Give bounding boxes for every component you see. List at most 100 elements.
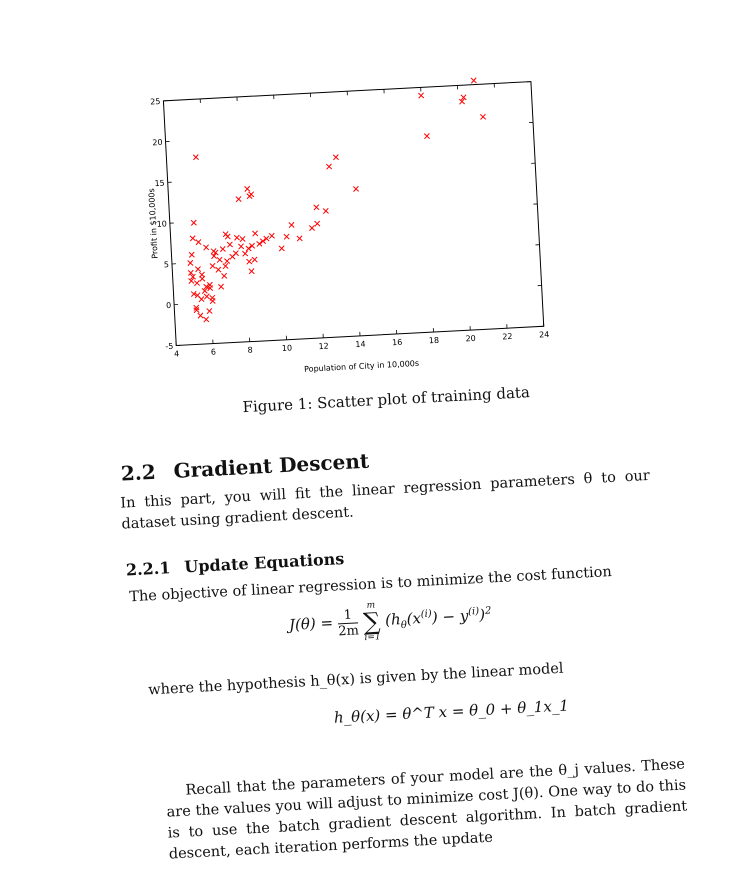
y-tick-label: 15 [154, 179, 165, 189]
data-point [229, 253, 236, 260]
x-tick-label: 12 [318, 342, 329, 352]
data-point [423, 133, 430, 140]
data-point [216, 256, 223, 263]
data-point [245, 245, 252, 252]
sum-lower-limit: i=1 [364, 632, 381, 644]
data-point [193, 304, 200, 311]
data-point [278, 245, 285, 252]
x-tick-label: 8 [247, 346, 253, 355]
cost-fraction: 1 2m [337, 606, 360, 639]
y-tick-label: 0 [166, 301, 172, 310]
data-point [222, 262, 229, 270]
data-point [352, 185, 360, 192]
data-point [249, 242, 256, 249]
cost-lhs: J(θ) = [288, 613, 334, 634]
data-point [313, 204, 320, 211]
data-point [256, 240, 263, 247]
data-point [458, 98, 466, 105]
data-point [224, 233, 231, 240]
data-point [190, 290, 197, 297]
scatter-plot: 4 6 8 10 12 14 16 18 20 22 24 -5 0 5 10 15 20 25 Populati… [147, 77, 550, 374]
x-tick-label: 24 [539, 330, 550, 340]
data-point [198, 271, 206, 278]
data-point [206, 281, 213, 288]
cost-body: (hθ(x(i)) − y(i))2 [384, 605, 492, 632]
y-axis-label: Profit in $10,000s [147, 188, 160, 259]
recall-paragraph: Recall that the parameters of your model… [166, 756, 688, 863]
hypothesis-equation: h_θ(x) = θ^T x = θ_0 + θ_1x_1 [333, 696, 570, 727]
data-point [322, 207, 329, 214]
data-point [244, 185, 251, 192]
x-tick-label: 14 [355, 340, 366, 350]
data-point [246, 258, 253, 265]
data-point [224, 258, 231, 265]
summation: m ∑ i=1 [362, 600, 382, 644]
x-tick-label: 4 [174, 349, 180, 358]
data-point [242, 250, 249, 257]
data-point [203, 316, 210, 323]
data-point [238, 243, 245, 250]
subsection-number: 2.2.1 [125, 558, 171, 580]
figure-caption: Figure 1: Scatter plot of training data [242, 383, 531, 417]
data-point [201, 287, 208, 294]
data-point [215, 266, 222, 273]
data-point [203, 293, 210, 300]
data-point [470, 77, 477, 84]
x-tick-label: 18 [429, 336, 440, 346]
fraction-denominator: 2m [337, 622, 360, 639]
data-point [210, 252, 218, 260]
data-point [192, 154, 199, 161]
data-point [479, 113, 487, 120]
data-point [283, 233, 290, 240]
data-point [248, 191, 255, 198]
data-point [325, 163, 333, 170]
x-tick-label: 6 [211, 347, 217, 356]
data-point [195, 239, 202, 246]
data-point [314, 220, 321, 227]
data-point [332, 154, 339, 161]
data-point [188, 277, 195, 285]
plot-frame [162, 81, 545, 347]
data-point [197, 312, 204, 319]
data-point [206, 308, 213, 315]
data-point [233, 234, 240, 241]
data-point [210, 248, 217, 255]
x-axis-label: Population of City in 10,000s [304, 359, 419, 374]
data-point [194, 266, 202, 273]
section-title: Gradient Descent [172, 448, 370, 483]
data-point [188, 251, 195, 258]
data-point [189, 235, 196, 242]
data-point [221, 272, 228, 280]
data-point [203, 283, 210, 290]
data-point [248, 268, 255, 275]
data-point [308, 224, 316, 232]
data-point [219, 245, 226, 253]
y-tick-label: 25 [150, 97, 161, 107]
data-point [194, 292, 201, 299]
y-tick-label: 5 [164, 260, 170, 269]
section-number: 2.2 [120, 459, 157, 486]
data-point [268, 232, 275, 239]
y-tick-label: 10 [156, 219, 167, 229]
data-point [259, 238, 266, 245]
data-point [418, 92, 425, 99]
fraction-numerator: 1 [337, 606, 359, 624]
y-tick-label: 20 [152, 138, 163, 148]
x-tick-label: 20 [465, 334, 476, 344]
data-point [239, 235, 246, 243]
data-point [187, 269, 194, 276]
sigma-icon: ∑ [362, 607, 382, 637]
data-point [296, 235, 303, 242]
data-point [235, 196, 242, 203]
data-point [203, 244, 210, 251]
hypothesis-paragraph: where the hypothesis h_θ(x) is given by … [147, 660, 564, 699]
x-tick-label: 10 [282, 343, 293, 353]
data-point [251, 256, 258, 263]
data-point [263, 235, 270, 242]
data-point [193, 280, 201, 287]
data-point [460, 94, 467, 101]
cost-function-equation: J(θ) = 1 2m m ∑ i=1 (hθ(x(i)) − y(i))2 [288, 594, 493, 647]
data-point [190, 219, 197, 226]
subsection-title: Update Equations [183, 549, 345, 577]
data-point [209, 262, 216, 269]
